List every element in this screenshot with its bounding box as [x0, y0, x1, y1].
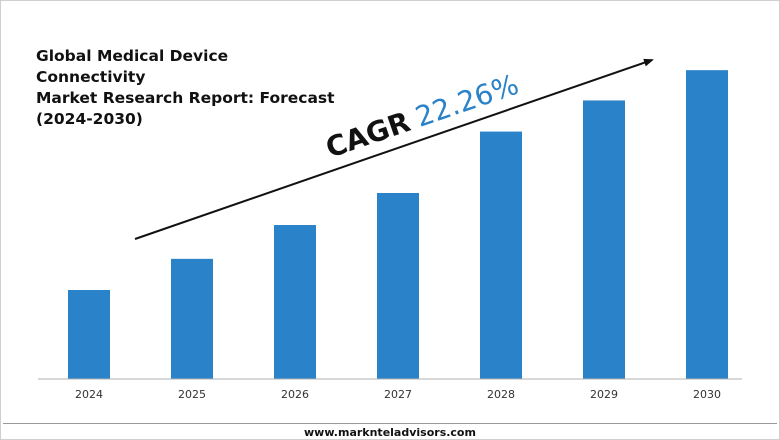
chart-title-line-1: Global Medical Device Connectivity [36, 47, 229, 86]
x-tick-label-2029: 2029 [590, 388, 618, 401]
chart-title: Global Medical Device Connectivity Marke… [36, 46, 336, 130]
cagr-label: CAGR [322, 105, 415, 164]
bar-2024 [68, 290, 110, 379]
bar-2030 [686, 70, 728, 380]
x-tick-label-2027: 2027 [384, 388, 412, 401]
x-tick-label-2026: 2026 [281, 388, 309, 401]
bar-2029 [583, 100, 625, 380]
footer-divider [3, 423, 777, 424]
chart-title-line-3: (2024-2030) [36, 110, 143, 128]
chart-title-line-2: Market Research Report: Forecast [36, 89, 335, 107]
footer-website: www.marknteladvisors.com [304, 426, 476, 439]
bar-2026 [274, 225, 316, 379]
bar-2027 [377, 192, 419, 379]
bar-2028 [480, 131, 522, 379]
x-tick-label-2025: 2025 [178, 388, 206, 401]
trend-arrow [134, 58, 654, 240]
x-tick-label-2024: 2024 [75, 388, 103, 401]
x-tick-label-2030: 2030 [693, 388, 721, 401]
x-tick-label-2028: 2028 [487, 388, 515, 401]
bars-group [68, 70, 728, 380]
bar-2025 [171, 258, 213, 379]
x-tick-labels: 2024 2025 2026 2027 2028 2029 2030 [75, 388, 721, 401]
